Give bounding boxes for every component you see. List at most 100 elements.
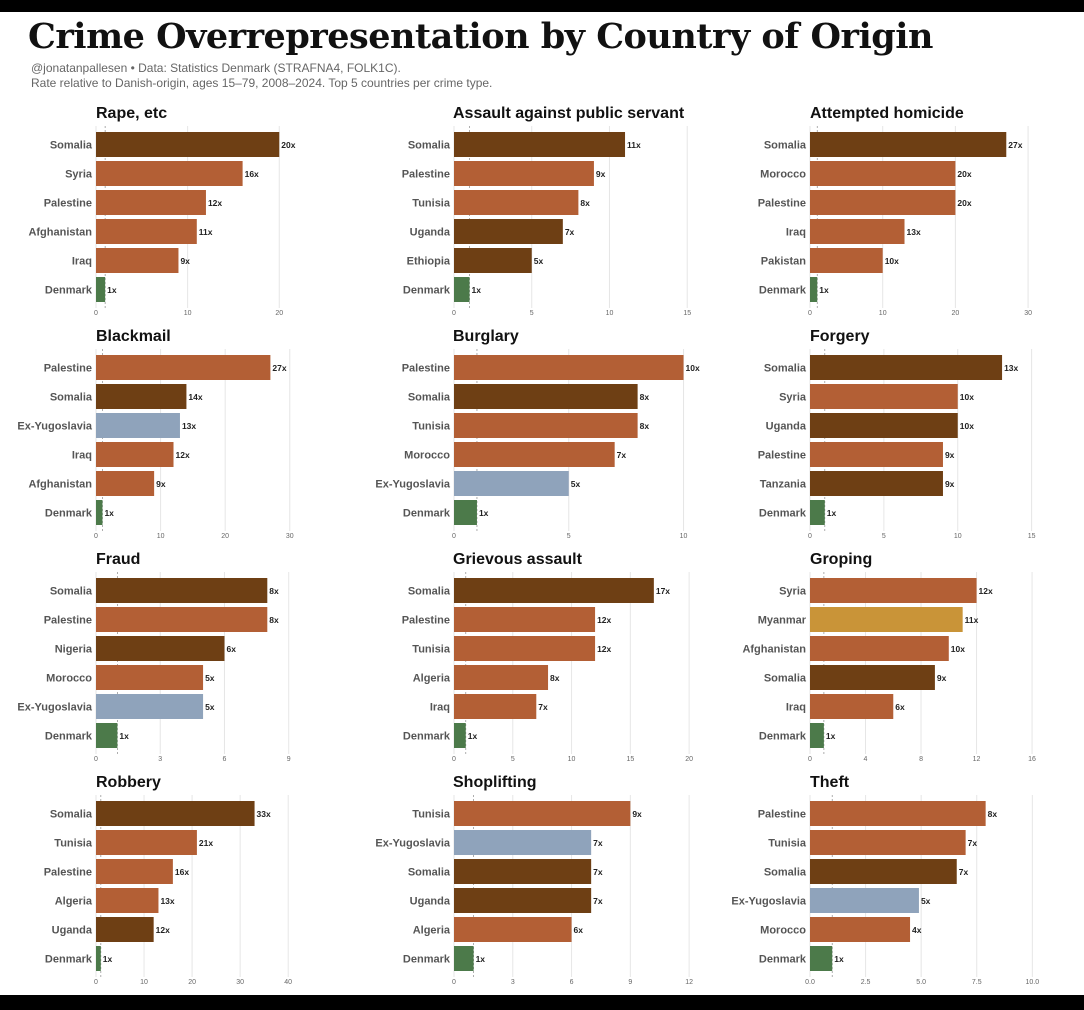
value-label: 9x — [180, 256, 190, 266]
x-tick-label: 15 — [683, 310, 691, 317]
value-label: 27x — [1008, 140, 1022, 150]
panel-title: Blackmail — [96, 328, 171, 345]
category-label: Somalia — [408, 586, 451, 598]
category-label: Syria — [65, 169, 93, 181]
panel-forgery: Forgery Somalia 13x Syria 10x Uganda 10x Palest… — [758, 328, 1036, 540]
bar-somalia — [810, 132, 1007, 157]
category-label: Algeria — [413, 925, 451, 937]
bar-nigeria — [96, 636, 225, 661]
bar-palestine — [96, 355, 271, 380]
bar-ex-yugoslavia — [454, 471, 569, 496]
bar-denmark — [810, 500, 825, 525]
value-label: 13x — [1004, 363, 1018, 373]
value-label: 7x — [593, 838, 603, 848]
value-label: 12x — [979, 586, 993, 596]
category-label: Afghanistan — [742, 644, 806, 656]
bar-palestine — [96, 607, 268, 632]
bar-ex-yugoslavia — [454, 830, 592, 855]
x-tick-label: 4 — [864, 756, 868, 763]
value-label: 8x — [640, 392, 650, 402]
panel-shoplifting: Shoplifting Tunisia 9x Ex-Yugoslavia 7x Somal… — [375, 774, 693, 986]
panel-title: Rape, etc — [96, 105, 167, 122]
value-label: 7x — [617, 450, 627, 460]
value-label: 9x — [632, 809, 642, 819]
bar-algeria — [454, 665, 549, 690]
x-tick-label: 30 — [236, 979, 244, 986]
category-label: Uganda — [52, 925, 93, 937]
x-tick-label: 10 — [954, 533, 962, 540]
category-label: Tunisia — [412, 421, 451, 433]
bar-ex-yugoslavia — [96, 413, 180, 438]
bar-denmark — [810, 723, 824, 748]
category-label: Iraq — [72, 256, 92, 268]
bar-tunisia — [454, 190, 579, 215]
value-label: 1x — [468, 731, 478, 741]
panel-title: Robbery — [96, 774, 161, 791]
value-label: 14x — [188, 392, 202, 402]
panel-title: Assault against public servant — [453, 105, 685, 122]
bar-somalia — [810, 665, 935, 690]
category-label: Uganda — [410, 896, 451, 908]
value-label: 13x — [182, 421, 196, 431]
bar-denmark — [96, 277, 106, 302]
value-label: 6x — [895, 702, 905, 712]
bar-denmark — [96, 500, 103, 525]
category-label: Ex-Yugoslavia — [375, 479, 450, 491]
category-label: Tunisia — [412, 809, 451, 821]
category-label: Denmark — [45, 731, 93, 743]
category-label: Denmark — [759, 731, 807, 743]
value-label: 9x — [596, 169, 606, 179]
bar-tanzania — [810, 471, 943, 496]
bar-morocco — [810, 917, 911, 942]
bar-algeria — [96, 888, 159, 913]
x-tick-label: 10 — [568, 756, 576, 763]
value-label: 16x — [245, 169, 259, 179]
x-tick-label: 10.0 — [1026, 979, 1040, 986]
category-label: Tanzania — [760, 479, 807, 491]
x-tick-label: 40 — [284, 979, 292, 986]
value-label: 27x — [272, 363, 286, 373]
category-label: Syria — [779, 586, 807, 598]
bar-somalia — [454, 578, 654, 603]
category-label: Denmark — [403, 508, 451, 520]
category-label: Palestine — [44, 615, 92, 627]
category-label: Ex-Yugoslavia — [375, 838, 450, 850]
category-label: Syria — [779, 392, 807, 404]
value-label: 1x — [827, 508, 837, 518]
value-label: 7x — [593, 867, 603, 877]
category-label: Algeria — [55, 896, 93, 908]
x-tick-label: 3 — [511, 979, 515, 986]
bar-somalia — [810, 355, 1003, 380]
bar-palestine — [96, 190, 206, 215]
value-label: 33x — [257, 809, 271, 819]
value-label: 5x — [205, 702, 215, 712]
bar-tunisia — [96, 830, 197, 855]
category-label: Tunisia — [54, 838, 93, 850]
category-label: Tunisia — [412, 198, 451, 210]
x-tick-label: 9 — [287, 756, 291, 763]
category-label: Morocco — [46, 673, 92, 685]
bar-afghanistan — [96, 219, 197, 244]
category-label: Somalia — [50, 809, 93, 821]
x-tick-label: 0 — [94, 310, 98, 317]
x-tick-label: 0 — [808, 756, 812, 763]
x-tick-label: 0 — [808, 310, 812, 317]
bar-palestine — [810, 442, 943, 467]
x-tick-label: 6 — [223, 756, 227, 763]
value-label: 7x — [968, 838, 978, 848]
bar-somalia — [96, 384, 187, 409]
value-label: 20x — [957, 198, 971, 208]
x-tick-label: 9 — [628, 979, 632, 986]
bar-morocco — [810, 161, 956, 186]
bar-palestine — [810, 190, 956, 215]
bar-iraq — [454, 694, 537, 719]
panel-title: Shoplifting — [453, 774, 537, 791]
x-tick-label: 0 — [452, 310, 456, 317]
x-tick-label: 20 — [275, 310, 283, 317]
bar-palestine — [454, 607, 596, 632]
value-label: 10x — [885, 256, 899, 266]
x-tick-label: 20 — [951, 310, 959, 317]
bar-denmark — [454, 946, 474, 971]
value-label: 12x — [208, 198, 222, 208]
